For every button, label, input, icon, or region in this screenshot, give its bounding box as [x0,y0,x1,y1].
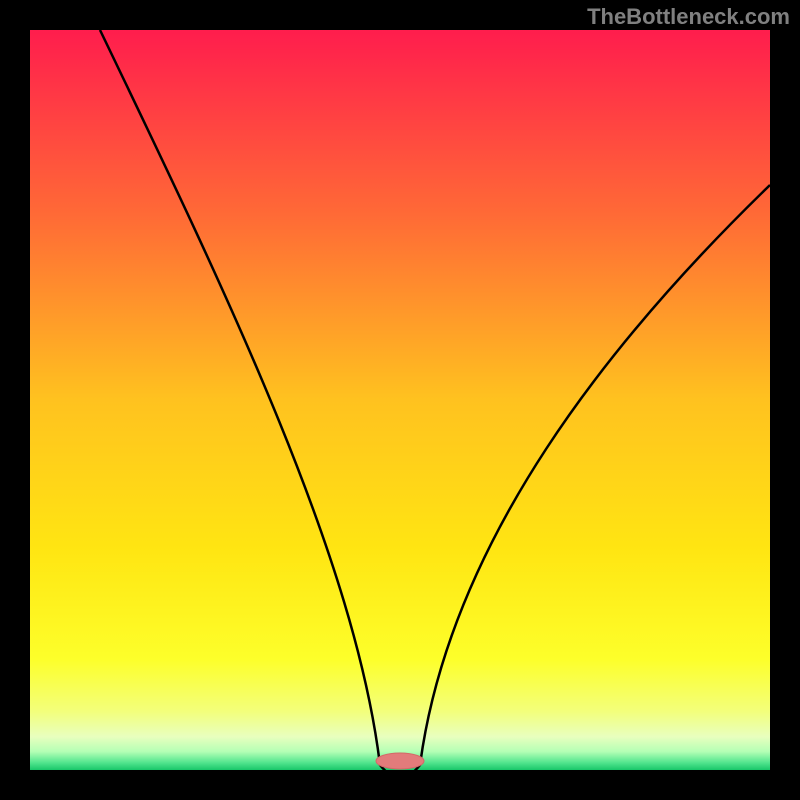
watermark-text: TheBottleneck.com [587,4,790,30]
chart-container: TheBottleneck.com [0,0,800,800]
optimal-point-marker [376,753,424,769]
plot-background [30,30,770,770]
bottleneck-v-chart [0,0,800,800]
